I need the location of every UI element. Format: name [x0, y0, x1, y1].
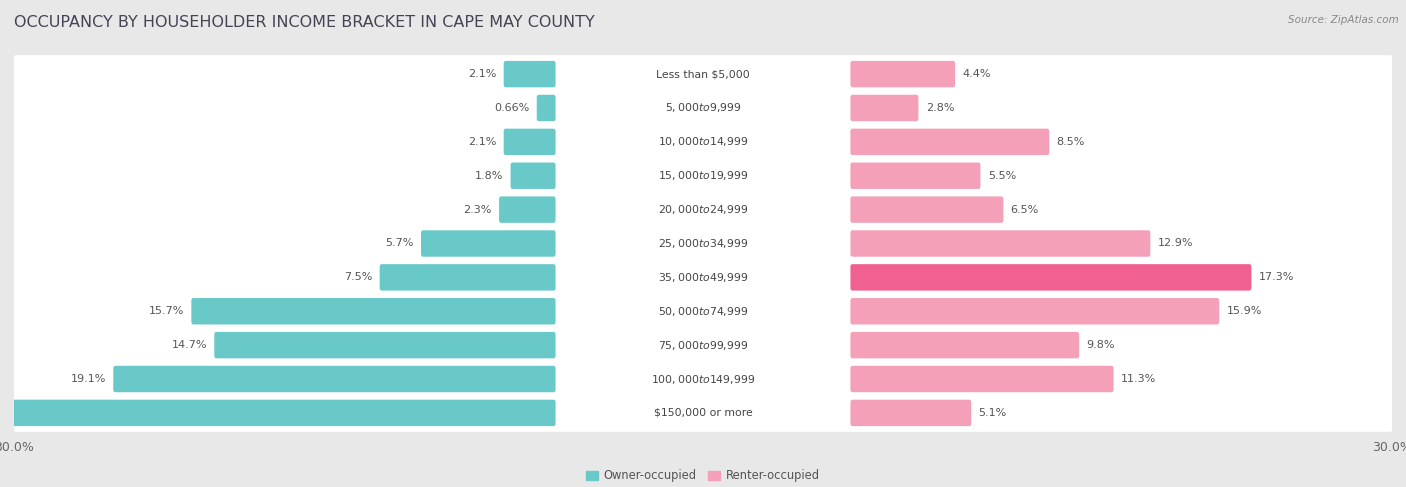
Text: 6.5%: 6.5% [1011, 205, 1039, 215]
FancyBboxPatch shape [13, 292, 1393, 330]
Text: Source: ZipAtlas.com: Source: ZipAtlas.com [1288, 15, 1399, 25]
Text: 5.5%: 5.5% [988, 171, 1017, 181]
FancyBboxPatch shape [420, 230, 555, 257]
FancyBboxPatch shape [13, 259, 1393, 297]
Text: 12.9%: 12.9% [1157, 239, 1194, 248]
Text: $150,000 or more: $150,000 or more [654, 408, 752, 418]
FancyBboxPatch shape [13, 55, 1393, 93]
FancyBboxPatch shape [214, 332, 555, 358]
FancyBboxPatch shape [0, 400, 555, 426]
Text: 9.8%: 9.8% [1087, 340, 1115, 350]
FancyBboxPatch shape [13, 157, 1393, 195]
Text: $25,000 to $34,999: $25,000 to $34,999 [658, 237, 748, 250]
Text: 5.1%: 5.1% [979, 408, 1007, 418]
Legend: Owner-occupied, Renter-occupied: Owner-occupied, Renter-occupied [582, 465, 824, 487]
FancyBboxPatch shape [851, 61, 955, 87]
Text: 17.3%: 17.3% [1258, 272, 1294, 282]
Text: Less than $5,000: Less than $5,000 [657, 69, 749, 79]
Text: 0.66%: 0.66% [494, 103, 530, 113]
Text: $15,000 to $19,999: $15,000 to $19,999 [658, 169, 748, 182]
FancyBboxPatch shape [537, 95, 555, 121]
FancyBboxPatch shape [851, 95, 918, 121]
Text: $100,000 to $149,999: $100,000 to $149,999 [651, 373, 755, 386]
Text: 4.4%: 4.4% [963, 69, 991, 79]
FancyBboxPatch shape [851, 230, 1150, 257]
FancyBboxPatch shape [13, 326, 1393, 364]
FancyBboxPatch shape [503, 129, 555, 155]
FancyBboxPatch shape [191, 298, 555, 324]
FancyBboxPatch shape [851, 196, 1004, 223]
FancyBboxPatch shape [13, 190, 1393, 228]
Text: 8.5%: 8.5% [1057, 137, 1085, 147]
FancyBboxPatch shape [851, 129, 1049, 155]
Text: 5.7%: 5.7% [385, 239, 413, 248]
FancyBboxPatch shape [13, 394, 1393, 432]
Text: 2.8%: 2.8% [925, 103, 955, 113]
FancyBboxPatch shape [13, 123, 1393, 161]
Text: 15.7%: 15.7% [149, 306, 184, 316]
FancyBboxPatch shape [13, 360, 1393, 398]
FancyBboxPatch shape [851, 264, 1251, 291]
Text: $10,000 to $14,999: $10,000 to $14,999 [658, 135, 748, 149]
Text: $75,000 to $99,999: $75,000 to $99,999 [658, 338, 748, 352]
Text: 11.3%: 11.3% [1121, 374, 1156, 384]
FancyBboxPatch shape [851, 298, 1219, 324]
FancyBboxPatch shape [851, 400, 972, 426]
FancyBboxPatch shape [510, 163, 555, 189]
Text: 2.3%: 2.3% [464, 205, 492, 215]
Text: 1.8%: 1.8% [475, 171, 503, 181]
FancyBboxPatch shape [851, 163, 980, 189]
Text: 19.1%: 19.1% [70, 374, 105, 384]
FancyBboxPatch shape [380, 264, 555, 291]
Text: 2.1%: 2.1% [468, 69, 496, 79]
Text: 15.9%: 15.9% [1226, 306, 1263, 316]
Text: OCCUPANCY BY HOUSEHOLDER INCOME BRACKET IN CAPE MAY COUNTY: OCCUPANCY BY HOUSEHOLDER INCOME BRACKET … [14, 15, 595, 30]
FancyBboxPatch shape [114, 366, 555, 392]
Text: $20,000 to $24,999: $20,000 to $24,999 [658, 203, 748, 216]
Text: 2.1%: 2.1% [468, 137, 496, 147]
FancyBboxPatch shape [499, 196, 555, 223]
FancyBboxPatch shape [13, 225, 1393, 262]
FancyBboxPatch shape [503, 61, 555, 87]
FancyBboxPatch shape [13, 89, 1393, 127]
FancyBboxPatch shape [851, 332, 1080, 358]
FancyBboxPatch shape [851, 366, 1114, 392]
Text: $35,000 to $49,999: $35,000 to $49,999 [658, 271, 748, 284]
Text: $5,000 to $9,999: $5,000 to $9,999 [665, 101, 741, 114]
Text: 14.7%: 14.7% [172, 340, 207, 350]
Text: 7.5%: 7.5% [344, 272, 373, 282]
Text: $50,000 to $74,999: $50,000 to $74,999 [658, 305, 748, 318]
